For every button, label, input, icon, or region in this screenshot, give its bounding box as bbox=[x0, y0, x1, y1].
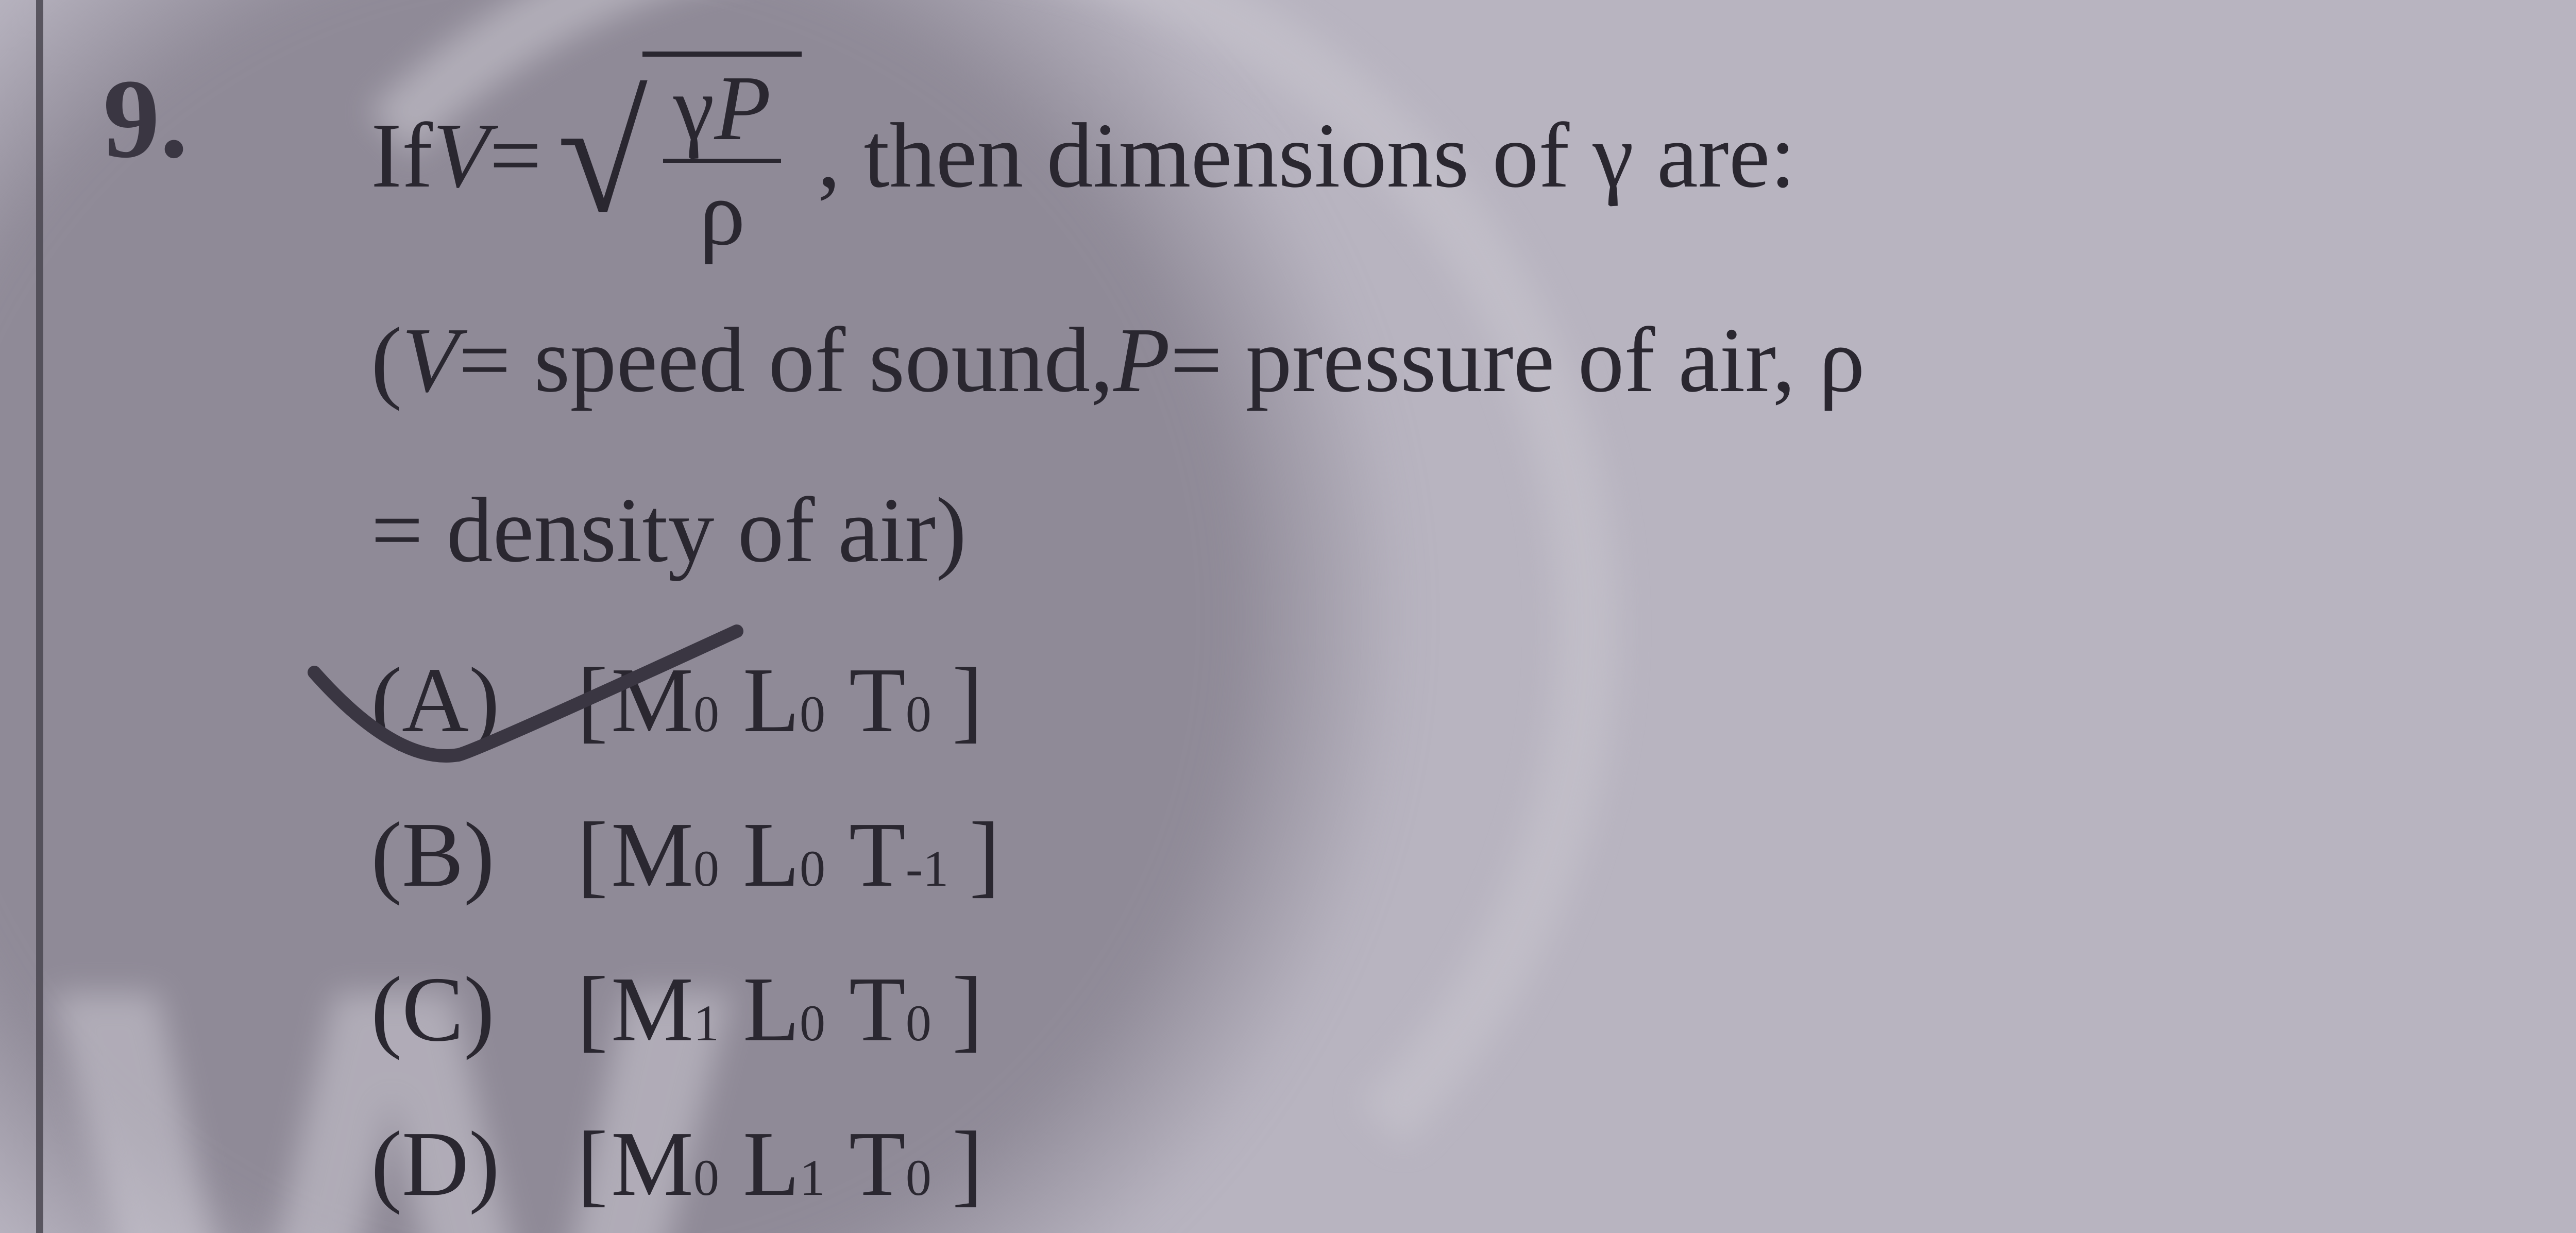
fraction: γP ρ bbox=[663, 62, 782, 260]
clarification-line-2: = density of air) bbox=[371, 461, 1865, 600]
clar-v-def: = speed of sound, bbox=[459, 291, 1113, 430]
option-a[interactable]: (A) [ M0 L0 T0 ] bbox=[371, 631, 1865, 770]
prompt-tail: , then dimensions of γ are: bbox=[817, 86, 1795, 225]
option-b[interactable]: (B) [ M0 L0 T-1 ] bbox=[371, 785, 1865, 924]
options-list: (A) [ M0 L0 T0 ] (B) [ M0 L0 T bbox=[371, 631, 1865, 1233]
option-b-value: [ M0 L0 T-1 ] bbox=[577, 785, 1000, 924]
option-b-label: (B) bbox=[371, 785, 546, 924]
option-a-label: (A) bbox=[371, 631, 546, 770]
rho-symbol: ρ bbox=[689, 163, 756, 260]
gamma-symbol: γ bbox=[673, 57, 715, 159]
clar-p-def: = pressure of air, ρ bbox=[1170, 291, 1865, 430]
margin-rule bbox=[36, 0, 43, 1233]
paren-open: ( bbox=[371, 291, 402, 430]
option-c[interactable]: (C) [ M1 L0 T0 ] bbox=[371, 940, 1865, 1079]
question-block: 9. If V = √ γP ρ bbox=[103, 52, 2576, 1233]
prompt-line: If V = √ γP ρ , then bbox=[371, 52, 1865, 260]
radical-icon: √ bbox=[557, 106, 648, 205]
option-d[interactable]: (D) [ M0 L1 T0 ] bbox=[371, 1094, 1865, 1233]
clar-var-v: V bbox=[402, 291, 459, 430]
clarification-line-1: ( V = speed of sound, P = pressure of ai… bbox=[371, 291, 1865, 430]
option-d-label: (D) bbox=[371, 1094, 546, 1233]
var-v: V bbox=[433, 86, 489, 225]
question-number: 9. bbox=[103, 52, 237, 175]
clar-rho-def: = density of air) bbox=[371, 461, 967, 600]
option-a-value: [ M0 L0 T0 ] bbox=[577, 631, 983, 770]
option-d-value: [ M0 L1 T0 ] bbox=[577, 1094, 983, 1233]
var-p: P bbox=[715, 57, 771, 159]
prompt-lead: If bbox=[371, 86, 433, 225]
question-body: If V = √ γP ρ , then bbox=[371, 52, 1865, 1233]
clar-var-p: P bbox=[1113, 291, 1170, 430]
equals-sign: = bbox=[489, 86, 542, 225]
option-c-value: [ M1 L0 T0 ] bbox=[577, 940, 983, 1079]
option-c-label: (C) bbox=[371, 940, 546, 1079]
square-root: √ γP ρ bbox=[557, 52, 802, 260]
